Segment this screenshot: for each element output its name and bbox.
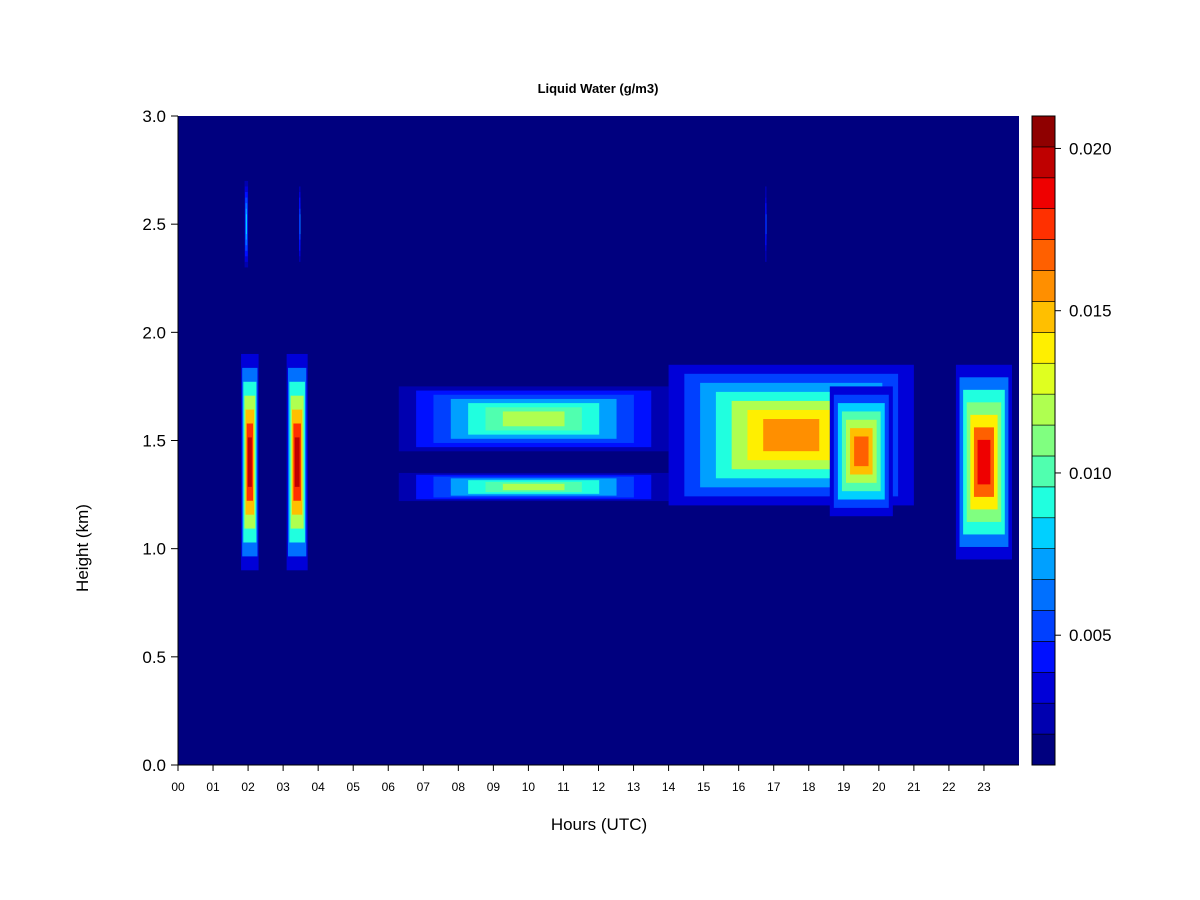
chart-title: Liquid Water (g/m3) xyxy=(538,81,659,96)
colorbar-frame xyxy=(1031,115,1056,766)
x-tick-label: 06 xyxy=(382,780,396,794)
x-tick-label: 22 xyxy=(942,780,956,794)
colorbar-segment xyxy=(1031,393,1056,426)
y-axis-label: Height (km) xyxy=(73,504,92,592)
colorbar-tick-label: 0.015 xyxy=(1069,302,1112,321)
x-tick-label: 15 xyxy=(697,780,711,794)
y-tick-label: 3.0 xyxy=(142,107,166,126)
x-tick-label: 19 xyxy=(837,780,851,794)
x-tick-label: 12 xyxy=(592,780,606,794)
colorbar-segment xyxy=(1031,486,1056,519)
colorbar-segment xyxy=(1031,115,1056,148)
x-tick-label: 07 xyxy=(417,780,431,794)
colorbar-segment xyxy=(1031,548,1056,580)
x-tick-label: 08 xyxy=(452,780,466,794)
colorbar-segment xyxy=(1031,270,1056,302)
x-tick-label: 14 xyxy=(662,780,676,794)
colorbar-segment xyxy=(1031,332,1056,364)
cloud-cell xyxy=(502,411,565,427)
x-tick-label: 17 xyxy=(767,780,781,794)
colorbar-segment xyxy=(1031,177,1056,210)
x-axis-label: Hours (UTC) xyxy=(551,815,647,834)
x-tick-label: 05 xyxy=(347,780,361,794)
colorbar-segment xyxy=(1031,146,1056,179)
heatmap-features xyxy=(241,180,1012,571)
x-tick-label: 18 xyxy=(802,780,816,794)
x-tick-label: 11 xyxy=(557,780,570,794)
cloud-cell xyxy=(299,214,301,235)
colorbar-segment xyxy=(1031,579,1056,611)
cloud-cell xyxy=(765,214,767,235)
cloud-feature-3 xyxy=(298,180,301,268)
x-tick-label: 01 xyxy=(206,780,220,794)
x-tick-label: 16 xyxy=(732,780,746,794)
cloud-feature-8 xyxy=(829,386,893,517)
x-tick-label: 00 xyxy=(171,780,185,794)
y-tick-label: 0.0 xyxy=(142,756,166,775)
x-tick-label: 04 xyxy=(311,780,325,794)
colorbar-segment xyxy=(1031,208,1056,240)
colorbar: 0.005 0.010 0.015 0.020 xyxy=(1031,115,1112,766)
colorbar-segment xyxy=(1031,517,1056,549)
axes: 0.0 0.5 1.0 1.5 2.0 2.5 3.0 00 01 02 03 04 05 06 07 08 0… xyxy=(142,107,1019,794)
y-tick-label: 1.5 xyxy=(142,432,166,451)
colorbar-segment xyxy=(1031,301,1056,333)
colorbar-segment xyxy=(1031,641,1056,673)
colorbar-segment xyxy=(1031,610,1056,642)
colorbar-segment xyxy=(1031,702,1056,735)
cloud-feature-2 xyxy=(244,180,249,268)
cloud-cell xyxy=(977,439,991,485)
x-tick-label: 09 xyxy=(487,780,501,794)
cloud-feature-1 xyxy=(286,353,308,571)
cloud-feature-5 xyxy=(398,386,669,452)
x-tick-label: 20 xyxy=(872,780,886,794)
x-tick-label: 21 xyxy=(907,780,921,794)
colorbar-tick-label: 0.010 xyxy=(1069,464,1112,483)
colorbar-segment xyxy=(1031,455,1056,488)
cloud-cell xyxy=(245,214,247,235)
colorbar-segment xyxy=(1031,239,1056,271)
colorbar-segment xyxy=(1031,733,1056,766)
cloud-feature-0 xyxy=(241,353,259,571)
cloud-feature-6 xyxy=(398,472,669,502)
cloud-cell xyxy=(247,437,252,487)
y-tick-label: 2.0 xyxy=(142,323,166,342)
cloud-cell xyxy=(763,419,820,452)
y-tick-label: 0.5 xyxy=(142,648,166,667)
cloud-feature-9 xyxy=(955,364,1012,560)
colorbar-segment xyxy=(1031,362,1056,395)
cloud-cell xyxy=(854,436,869,467)
x-tick-label: 02 xyxy=(241,780,255,794)
cloud-cell xyxy=(502,483,565,491)
colorbar-segment xyxy=(1031,671,1056,704)
colorbar-segment xyxy=(1031,424,1056,457)
colorbar-tick-label: 0.005 xyxy=(1069,626,1112,645)
y-tick-label: 1.0 xyxy=(142,540,166,559)
x-tick-label: 03 xyxy=(276,780,290,794)
x-tick-label: 13 xyxy=(627,780,641,794)
y-tick-label: 2.5 xyxy=(142,215,166,234)
x-tick-label: 23 xyxy=(977,780,991,794)
cloud-cell xyxy=(294,437,300,487)
cloud-feature-4 xyxy=(764,180,767,268)
x-tick-label: 10 xyxy=(522,780,536,794)
colorbar-tick-label: 0.020 xyxy=(1069,139,1112,158)
